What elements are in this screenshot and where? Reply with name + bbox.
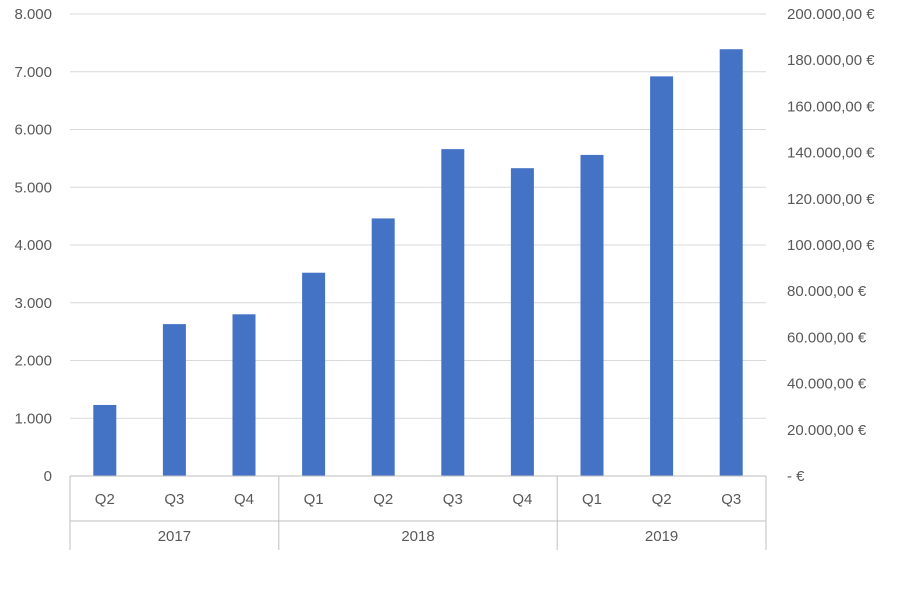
- x-tick-label: Q3: [721, 491, 741, 508]
- right-y-tick-label: 20.000,00 €: [787, 422, 867, 439]
- gridlines: [70, 13, 766, 419]
- bar: [232, 314, 256, 476]
- x-group-label: 2019: [645, 528, 678, 545]
- x-tick-label: Q2: [95, 491, 115, 508]
- bar: [719, 49, 743, 476]
- left-y-axis: 0 1.000 2.000 3.000 4.000 5.000 6.000 7.000 8.00…: [14, 6, 52, 485]
- right-y-tick-label: 200.000,00 €: [787, 6, 875, 23]
- right-y-tick-label: 160.000,00 €: [787, 98, 875, 115]
- bar: [162, 324, 186, 476]
- left-y-tick-label: 3.000: [14, 295, 52, 312]
- x-tick-label: Q3: [164, 491, 184, 508]
- right-y-tick-label: 60.000,00 €: [787, 329, 867, 346]
- x-group-label: 2018: [401, 528, 434, 545]
- right-y-tick-label: 140.000,00 €: [787, 145, 875, 162]
- right-y-tick-label: 40.000,00 €: [787, 376, 867, 393]
- right-y-tick-label: 100.000,00 €: [787, 237, 875, 254]
- left-y-tick-label: 0: [44, 468, 52, 485]
- x-group-label: 2017: [158, 528, 191, 545]
- x-tick-label: Q4: [234, 491, 254, 508]
- left-y-tick-label: 4.000: [14, 237, 52, 254]
- bar: [580, 154, 604, 476]
- left-y-tick-label: 1.000: [14, 410, 52, 427]
- x-tick-label: Q2: [373, 491, 393, 508]
- bar: [441, 149, 465, 476]
- left-y-tick-label: 6.000: [14, 122, 52, 139]
- left-y-tick-label: 7.000: [14, 64, 52, 81]
- x-tick-label: Q1: [582, 491, 602, 508]
- bar: [650, 76, 674, 477]
- right-y-tick-label: - €: [787, 468, 805, 485]
- left-y-tick-label: 5.000: [14, 179, 52, 196]
- bar: [93, 404, 117, 476]
- x-tick-label: Q3: [443, 491, 463, 508]
- bar: [510, 168, 534, 476]
- right-y-axis: - € 20.000,00 € 40.000,00 € 60.000,00 € 80.0…: [787, 6, 875, 485]
- right-y-tick-label: 80.000,00 €: [787, 283, 867, 300]
- bar: [371, 218, 395, 476]
- bars: [93, 49, 743, 477]
- x-tick-label: Q2: [652, 491, 672, 508]
- x-tick-label: Q4: [512, 491, 532, 508]
- x-tick-label: Q1: [304, 491, 324, 508]
- bar: [302, 272, 326, 476]
- x-axis: Q2 Q3 Q4 Q1 Q2 Q3 Q4 Q1 Q2 Q3 2017 2018 2019: [69, 475, 767, 550]
- left-y-tick-label: 8.000: [14, 6, 52, 23]
- left-y-tick-label: 2.000: [14, 353, 52, 370]
- right-y-tick-label: 120.000,00 €: [787, 191, 875, 208]
- right-y-tick-label: 180.000,00 €: [787, 52, 875, 69]
